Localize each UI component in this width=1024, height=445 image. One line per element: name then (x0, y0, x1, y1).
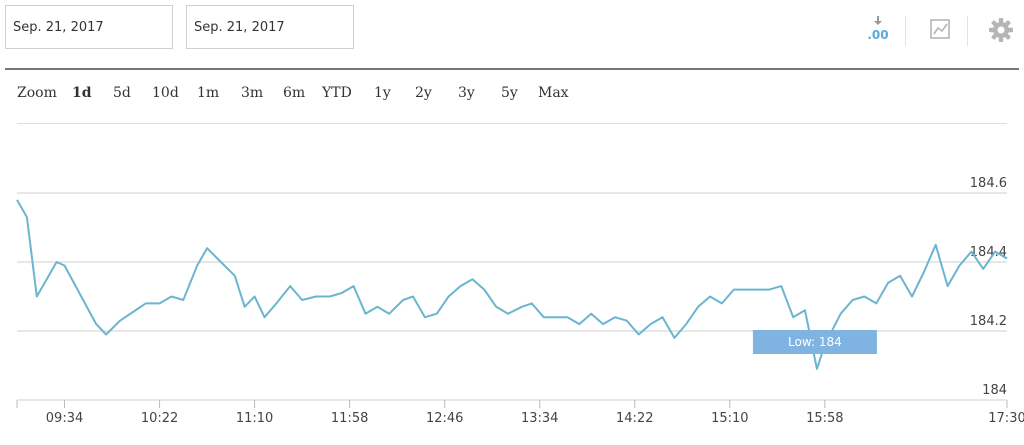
x-tick-label: 12:46 (426, 411, 463, 426)
y-tick-label: 184.6 (970, 176, 1007, 191)
zoom-label: Zoom (17, 85, 57, 101)
zoom-1d-button[interactable]: 1d (72, 85, 92, 101)
zoom-3y-button[interactable]: 3y (458, 85, 475, 101)
x-tick-label: 13:34 (521, 411, 558, 426)
x-tick-label: 15:10 (711, 411, 748, 426)
x-tick-label: 17:30 (988, 411, 1024, 426)
price-series-line (16, 199, 1008, 370)
zoom-3m-button[interactable]: 3m (241, 85, 264, 101)
x-tick-label: 14:22 (616, 411, 653, 426)
x-axis: 09:34 10:22 11:10 11:58 12:46 13:34 14:22 15:10… (16, 399, 1024, 426)
zoom-ytd-button[interactable]: YTD (322, 85, 352, 101)
zoom-max-button[interactable]: Max (538, 85, 569, 101)
low-badge-label: Low: 184 (788, 335, 842, 349)
y-tick-label: 184.2 (970, 314, 1007, 329)
y-tick-label: 184.4 (970, 245, 1007, 260)
low-badge (752, 330, 877, 354)
zoom-2y-button[interactable]: 2y (415, 85, 432, 101)
chart-type-icon[interactable] (925, 14, 957, 46)
x-tick-label: 11:58 (331, 411, 368, 426)
x-tick-label: 09:34 (46, 411, 83, 426)
end-date-input[interactable] (186, 5, 354, 49)
x-tick-label: 11:10 (236, 411, 273, 426)
y-axis-ticks: 184 184.2 184.4 184.6 (970, 176, 1007, 398)
start-date-input[interactable] (5, 5, 173, 49)
gear-icon[interactable] (985, 14, 1017, 46)
zoom-5y-button[interactable]: 5y (501, 85, 518, 101)
zoom-divider (17, 123, 1007, 124)
decimals-label: .00 (867, 28, 888, 42)
x-tick-label: 10:22 (141, 411, 178, 426)
toolbar-separator (967, 16, 968, 46)
zoom-1y-button[interactable]: 1y (374, 85, 391, 101)
header-divider (5, 68, 1019, 70)
zoom-5d-button[interactable]: 5d (113, 85, 131, 101)
download-decimals-icon[interactable]: .00 (862, 14, 894, 46)
x-tick-label: 15:58 (806, 411, 843, 426)
zoom-6m-button[interactable]: 6m (283, 85, 306, 101)
zoom-1m-button[interactable]: 1m (197, 85, 220, 101)
chart-grid (17, 192, 1007, 332)
chart-annotations: Low: 184 (752, 330, 877, 354)
zoom-10d-button[interactable]: 10d (152, 85, 179, 101)
toolbar-separator (905, 16, 906, 46)
y-tick-label: 184 (982, 383, 1007, 398)
